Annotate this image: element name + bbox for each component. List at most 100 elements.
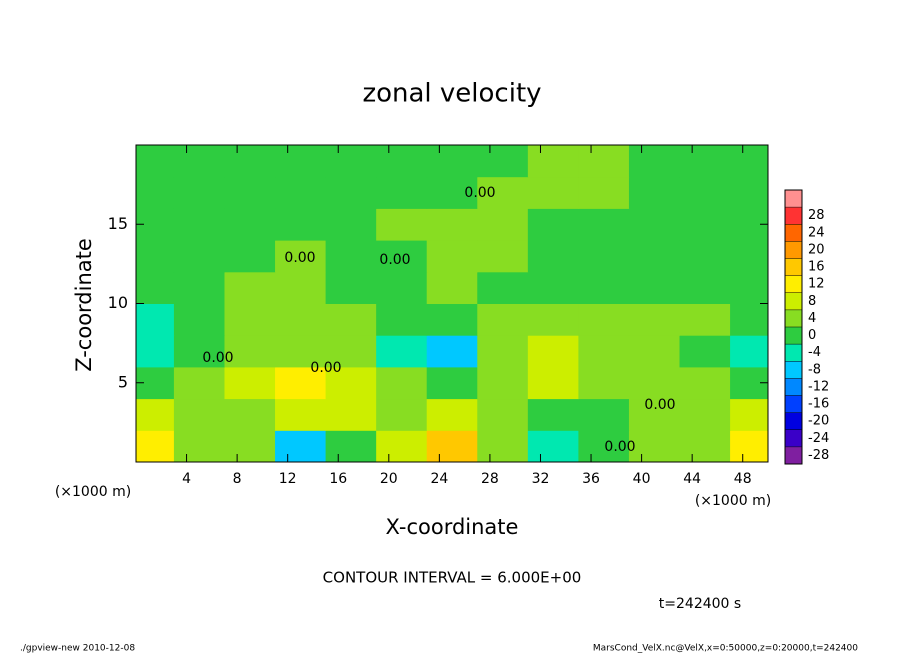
colorbar-box <box>785 446 802 464</box>
colorbar-box <box>785 309 802 327</box>
field-cell <box>628 366 681 400</box>
field-cell <box>477 240 529 273</box>
colorbar-box <box>785 275 802 293</box>
field-cell <box>679 176 731 209</box>
field-cell <box>730 303 768 336</box>
field-cell <box>527 430 579 462</box>
field-cell <box>730 208 768 241</box>
colorbar-label: 16 <box>808 260 825 275</box>
field <box>136 145 768 462</box>
field-cell <box>426 176 478 209</box>
field-cell <box>628 176 681 209</box>
field-cell <box>376 145 428 178</box>
field-cell <box>376 303 428 336</box>
field-cell <box>376 176 428 209</box>
field-cell <box>628 240 681 273</box>
x-tick-label: 4 <box>182 471 191 487</box>
field-cell <box>376 271 428 304</box>
y-tick-label: 5 <box>118 372 128 391</box>
field-cell <box>224 240 276 273</box>
field-cell <box>628 398 681 431</box>
field-cell <box>275 366 327 400</box>
field-cell <box>275 145 327 178</box>
field-cell <box>578 271 630 304</box>
colorbar-label: 4 <box>808 311 816 326</box>
field-cell <box>426 430 478 462</box>
field-cell <box>628 335 681 368</box>
field-cell <box>224 398 276 431</box>
colorbar-box <box>785 429 802 447</box>
field-cell <box>628 271 681 304</box>
field-cell <box>224 366 276 400</box>
x-unit: (×1000 m) <box>55 484 131 500</box>
x-tick-label: 40 <box>633 471 651 487</box>
colorbar-box <box>785 344 802 362</box>
field-cell <box>578 303 630 336</box>
field-cell <box>426 271 478 304</box>
x-tick-label: 16 <box>329 471 347 487</box>
field-cell <box>275 208 327 241</box>
field-cell <box>275 303 327 336</box>
field-cell <box>224 271 276 304</box>
field-cell <box>136 335 175 368</box>
field-cell <box>136 398 175 431</box>
field-cell <box>527 335 579 368</box>
field-cell <box>578 145 630 178</box>
field-cell <box>224 303 276 336</box>
colorbar-label: -20 <box>808 414 829 429</box>
x-tick-label: 36 <box>582 471 600 487</box>
field-cell <box>173 335 225 368</box>
field-cell <box>426 208 478 241</box>
colorbar-box <box>785 292 802 310</box>
field-cell <box>477 366 529 400</box>
field-cell <box>136 145 175 178</box>
field-cell <box>578 176 630 209</box>
field-cell <box>477 271 529 304</box>
field-cell <box>477 398 529 431</box>
colorbar-box <box>785 327 802 345</box>
field-cell <box>426 240 478 273</box>
colorbar-box <box>785 190 802 208</box>
field-cell <box>477 303 529 336</box>
field-cell <box>224 145 276 178</box>
field-cell <box>628 208 681 241</box>
x-axis-label: X-coordinate <box>386 515 519 539</box>
field-cell <box>730 176 768 209</box>
field-cell <box>325 271 377 304</box>
field-cell <box>730 271 768 304</box>
colorbar-label: -12 <box>808 379 829 394</box>
field-cell <box>477 145 529 178</box>
x-tick-label: 44 <box>683 471 701 487</box>
x-tick-label: 8 <box>233 471 242 487</box>
time-label: t=242400 s <box>659 596 741 612</box>
field-cell <box>136 208 175 241</box>
field-cell <box>426 398 478 431</box>
field-cell <box>628 145 681 178</box>
field-cell <box>679 208 731 241</box>
colorbar-box <box>785 378 802 396</box>
field-cell <box>527 366 579 400</box>
field-cell <box>679 145 731 178</box>
colorbar-label: 8 <box>808 294 816 309</box>
field-cell <box>275 430 327 462</box>
field-cell <box>136 240 175 273</box>
field-cell <box>376 240 428 273</box>
field-cell <box>679 303 731 336</box>
field-cell <box>527 398 579 431</box>
field-cell <box>679 271 731 304</box>
field-cell <box>325 303 377 336</box>
field-cell <box>527 176 579 209</box>
field-cell <box>730 240 768 273</box>
field-cell <box>376 366 428 400</box>
field-cell <box>173 271 225 304</box>
colorbar-box <box>785 412 802 430</box>
contour-label: 0.00 <box>464 185 495 201</box>
field-cell <box>628 430 681 462</box>
field-cell <box>173 366 225 400</box>
field-cell <box>325 430 377 462</box>
colorbar-label: 24 <box>808 225 825 240</box>
field-cell <box>679 366 731 400</box>
colorbar-box <box>785 241 802 259</box>
field-cell <box>679 335 731 368</box>
field-cell <box>376 430 428 462</box>
